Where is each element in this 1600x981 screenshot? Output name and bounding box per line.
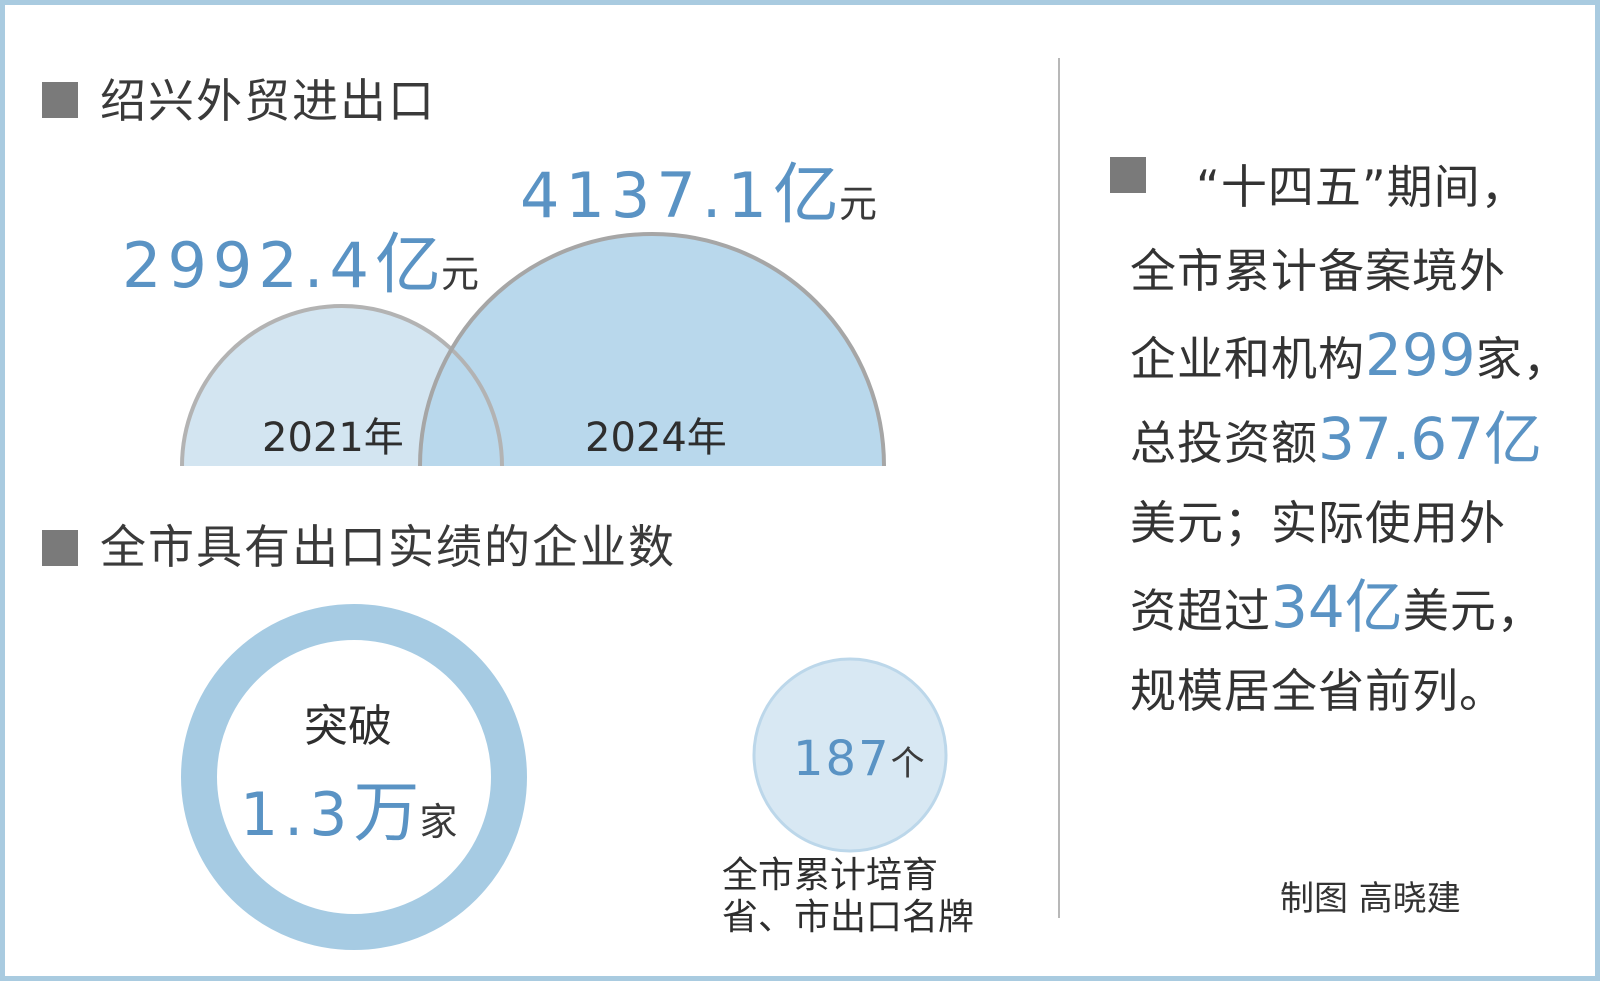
right-paragraph: “十四五”期间， 全市累计备案境外 企业和机构299家， 总投资额37.67亿 … bbox=[1130, 145, 1570, 733]
ring-value: 1.3万家 bbox=[240, 774, 458, 851]
section-bullet bbox=[1110, 157, 1146, 193]
small-caption: 全市累计培育 省、市出口名牌 bbox=[722, 855, 974, 939]
year-label-2021: 2021年 bbox=[262, 415, 404, 461]
section-bullet bbox=[42, 530, 78, 566]
small-value: 187个 bbox=[793, 731, 925, 787]
caption-line-1: 全市累计培育 bbox=[722, 855, 939, 896]
bubble-2021-outline bbox=[180, 304, 504, 466]
vertical-divider bbox=[1058, 58, 1060, 918]
para-line-1: “十四五”期间， bbox=[1196, 160, 1528, 214]
para-line-6: 资超过34亿美元， bbox=[1130, 573, 1544, 641]
ring-prefix: 突破 bbox=[304, 701, 392, 752]
section-bullet bbox=[42, 82, 78, 118]
para-line-5: 美元；实际使用外 bbox=[1130, 496, 1506, 550]
para-line-7: 规模居全省前列。 bbox=[1130, 664, 1506, 718]
caption-line-2: 省、市出口名牌 bbox=[722, 897, 975, 938]
para-line-3: 企业和机构299家， bbox=[1130, 321, 1570, 389]
bubble-2024-outline bbox=[418, 232, 886, 466]
circle-187 bbox=[752, 657, 948, 853]
para-line-2: 全市累计备案境外 bbox=[1130, 244, 1506, 298]
bubble-2024 bbox=[420, 234, 884, 466]
value-2024: 4137.1亿元 bbox=[520, 156, 877, 233]
year-label-2024: 2024年 bbox=[585, 415, 727, 461]
section-title-enterprises: 全市具有出口实绩的企业数 bbox=[100, 520, 676, 574]
value-2021: 2992.4亿元 bbox=[122, 226, 479, 303]
section-title-trade: 绍兴外贸进出口 bbox=[100, 74, 436, 128]
credit-text: 制图 高晓建 bbox=[1280, 879, 1461, 919]
para-line-4: 总投资额37.67亿 bbox=[1130, 405, 1543, 473]
ring-13k bbox=[181, 604, 527, 950]
